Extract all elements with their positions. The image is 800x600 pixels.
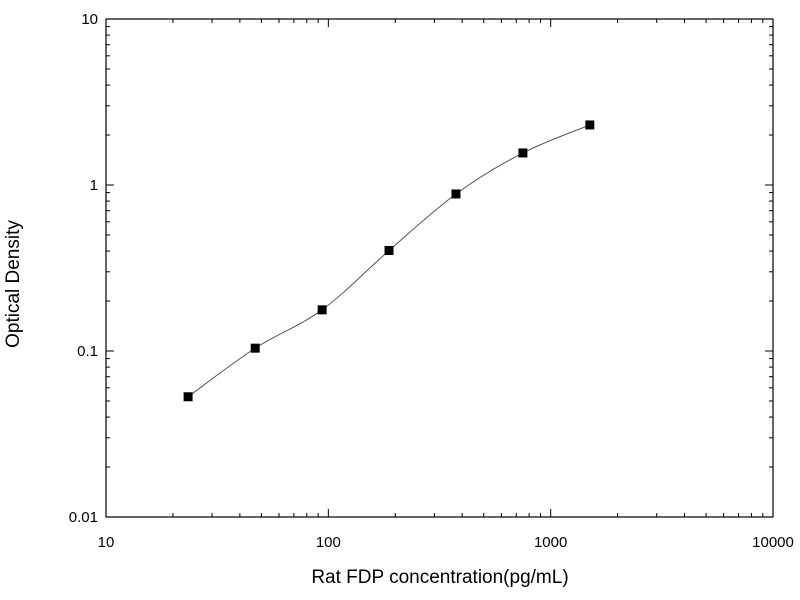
data-point [384,246,394,256]
y-tick-labels: 0.01 0.1 1 10 [69,11,98,526]
plot-frame [105,18,774,518]
data-points [183,120,595,402]
data-point [317,305,327,315]
x-axis-title: Rat FDP concentration(pg/mL) [311,567,568,588]
data-point [451,189,461,199]
y-tick-label: 10 [81,11,98,28]
y-axis-title: Optical Density [3,220,24,348]
data-point [518,148,528,158]
fit-curve [187,124,591,398]
x-tick-label: 10000 [752,534,794,551]
x-tick-label: 100 [316,534,341,551]
data-point [585,120,595,130]
y-tick-label: 0.01 [69,509,98,526]
x-tick-label: 1000 [534,534,567,551]
x-tick-labels: 10 100 1000 10000 [98,534,794,551]
y-tick-label: 1 [90,177,98,194]
plot-axes [105,18,774,518]
data-point [183,392,193,402]
x-tick-label: 10 [98,534,115,551]
y-tick-label: 0.1 [77,343,98,360]
data-point [250,343,260,353]
